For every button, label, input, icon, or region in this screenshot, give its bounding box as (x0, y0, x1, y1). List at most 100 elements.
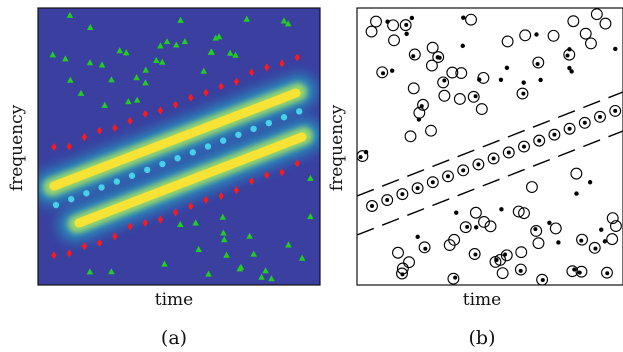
panel-b-ylabel: frequency (327, 104, 347, 191)
dot-marker (415, 186, 420, 191)
dot-marker (460, 43, 465, 49)
dot-marker (415, 234, 420, 240)
dot-marker (521, 91, 526, 96)
green-triangle-marker (163, 38, 171, 45)
green-triangle-marker (86, 59, 94, 66)
dot-marker (565, 53, 570, 58)
open-circle-marker (606, 233, 619, 246)
dot-marker (419, 104, 424, 109)
dot-marker (599, 227, 604, 232)
green-triangle-marker (116, 47, 124, 54)
dot-marker (535, 61, 540, 66)
panel-a-markers (49, 11, 314, 282)
dot-marker (409, 15, 415, 21)
red-diamond-marker (294, 53, 300, 62)
open-circle-marker (447, 272, 460, 285)
dot-marker (446, 174, 450, 179)
open-circle-marker (465, 13, 477, 26)
red-diamond-marker (264, 171, 270, 180)
red-diamond-marker (127, 222, 133, 231)
center-point (68, 195, 75, 203)
dot-marker (411, 54, 416, 59)
open-circle-marker (609, 104, 622, 117)
dot-marker (613, 108, 618, 113)
dot-marker (461, 168, 466, 173)
open-circle-marker (576, 233, 588, 246)
open-circle-marker (563, 122, 576, 135)
dot-marker (491, 156, 496, 161)
green-triangle-marker (208, 48, 215, 55)
dot-marker (613, 46, 618, 52)
green-triangle-marker (246, 232, 253, 239)
open-circle-marker (396, 267, 408, 280)
dot-marker (430, 180, 435, 185)
dot-marker (577, 270, 582, 275)
center-point (128, 172, 136, 179)
open-circle-marker (575, 265, 588, 278)
green-triangle-marker (77, 89, 85, 96)
red-diamond-marker (81, 242, 87, 251)
center-point (235, 131, 242, 138)
green-triangle-marker (285, 241, 292, 248)
green-triangle-marker (298, 254, 306, 261)
open-circle-marker (472, 158, 485, 171)
open-circle-marker (512, 205, 525, 218)
panel-a-caption: (a) (161, 327, 187, 349)
red-diamond-marker (279, 168, 285, 177)
green-triangle-marker (101, 101, 109, 108)
dot-marker (499, 207, 504, 212)
open-circle-marker (468, 248, 481, 260)
red-diamond-marker (233, 77, 239, 86)
dot-marker (579, 238, 584, 243)
open-circle-marker (477, 71, 490, 84)
open-circle-marker (570, 167, 583, 180)
green-triangle-marker (284, 20, 292, 27)
red-diamond-marker (249, 177, 255, 186)
green-triangle-marker (124, 98, 132, 105)
center-point (174, 154, 181, 162)
red-diamond-marker (112, 232, 118, 241)
red-diamond-marker (294, 159, 300, 168)
green-triangle-marker (181, 37, 189, 45)
open-circle-marker (487, 152, 500, 165)
red-diamond-marker (157, 106, 163, 115)
green-triangle-marker (133, 96, 141, 103)
green-triangle-marker (232, 51, 239, 58)
dot-marker (465, 224, 470, 229)
green-triangle-marker (49, 51, 57, 58)
dot-marker (521, 80, 526, 85)
center-point (220, 137, 227, 144)
green-triangle-marker (307, 212, 314, 220)
dot-marker (473, 252, 478, 257)
open-circle-marker (417, 98, 429, 111)
center-point (159, 160, 166, 168)
dot-marker (569, 69, 574, 74)
center-point (280, 114, 288, 121)
red-diamond-marker (188, 93, 194, 102)
green-triangle-marker (307, 174, 314, 181)
dot-marker (537, 138, 542, 143)
dot-marker (518, 268, 523, 273)
dot-marker (461, 15, 466, 20)
green-triangle-marker (192, 219, 199, 226)
green-triangle-marker (200, 67, 208, 74)
red-diamond-marker (188, 202, 194, 211)
dot-marker (453, 275, 458, 280)
green-triangle-marker (268, 275, 275, 282)
open-circle-marker (532, 56, 545, 69)
green-triangle-marker (223, 251, 230, 258)
green-triangle-marker (98, 61, 106, 68)
dot-marker (593, 246, 598, 251)
open-circle-marker (407, 82, 420, 95)
open-circle-marker (475, 103, 488, 116)
open-circle-marker (494, 253, 507, 266)
green-triangle-marker (219, 213, 227, 220)
open-circle-marker (519, 29, 532, 42)
open-circle-marker (594, 110, 606, 123)
dot-marker (385, 198, 390, 203)
red-diamond-marker (142, 218, 148, 227)
dot-marker (538, 77, 543, 83)
open-circle-marker (370, 15, 382, 28)
green-triangle-marker (161, 260, 168, 267)
open-circle-marker (469, 206, 482, 219)
